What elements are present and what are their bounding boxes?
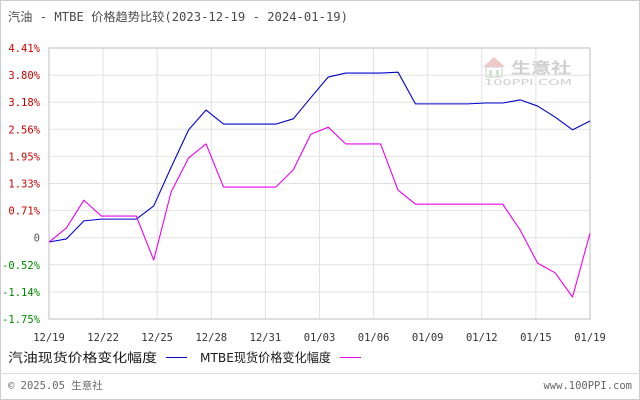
legend: 汽油现货价格变化幅度 MTBE现货价格变化幅度 — [8, 350, 361, 365]
x-tick-label: 12/22 — [87, 332, 119, 344]
legend-label-mtbe: MTBE现货价格变化幅度 — [200, 350, 331, 365]
y-tick-label: -0.52% — [2, 260, 41, 272]
y-tick-label: 3.80% — [8, 70, 40, 82]
series-line-gasoline — [48, 71, 591, 243]
x-tick-label: 01/06 — [358, 332, 390, 344]
y-tick-label: 1.95% — [8, 151, 40, 163]
watermark-name: 生意社 — [511, 59, 571, 77]
x-tick-label: 01/15 — [520, 332, 552, 344]
logo-house-icon — [483, 57, 505, 78]
x-axis-ticks: 12/19 12/22 12/25 12/28 12/31 01/03 01/06 01/09… — [33, 332, 606, 344]
y-tick-label: 0.71% — [8, 206, 40, 218]
watermark-site: 100PPI.COM — [484, 78, 572, 87]
x-tick-label: 01/09 — [412, 332, 444, 344]
y-axis-ticks: 4.41% 3.80% 3.18% 2.56% 1.95% 1.33% 0.71% 0 -0.5… — [2, 43, 41, 326]
plot-frame — [48, 47, 591, 320]
x-tick-label: 01/12 — [466, 332, 498, 344]
chart-title: 汽油 - MTBE 价格趋势比较(2023-12-19 - 2024-01-19… — [8, 9, 348, 24]
x-tick-label: 01/03 — [304, 332, 336, 344]
series-lines — [48, 71, 591, 298]
legend-label-gasoline: 汽油现货价格变化幅度 — [8, 350, 158, 365]
footer-copyright: © 2025.05 生意社 — [8, 379, 103, 392]
y-tick-label: -1.75% — [2, 314, 41, 326]
y-tick-label: 0 — [34, 233, 40, 245]
x-tick-label: 01/19 — [574, 332, 606, 344]
y-tick-label: 2.56% — [8, 124, 40, 136]
y-tick-label: -1.14% — [2, 287, 41, 299]
x-tick-label: 12/31 — [250, 332, 282, 344]
series-line-mtbe — [48, 126, 591, 298]
footer-site: www.100PPI.com — [543, 380, 632, 392]
y-tick-label: 4.41% — [8, 43, 40, 55]
x-tick-label: 12/19 — [33, 332, 65, 344]
x-tick-label: 12/25 — [141, 332, 173, 344]
y-tick-label: 1.33% — [8, 179, 40, 191]
y-tick-label: 3.18% — [8, 97, 40, 109]
x-tick-label: 12/28 — [195, 332, 227, 344]
watermark-logo: 生意社 100PPI.COM — [483, 57, 572, 87]
